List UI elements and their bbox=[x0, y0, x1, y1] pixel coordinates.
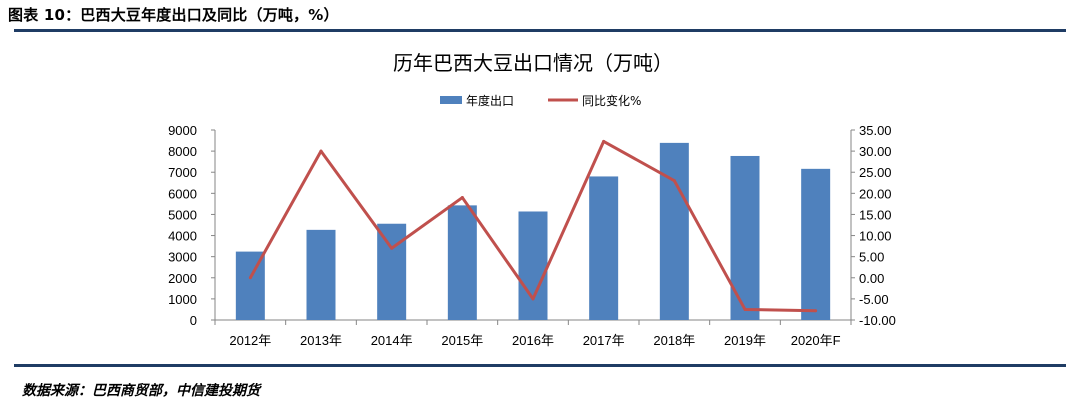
y-right-tick-label: -10.00 bbox=[859, 313, 896, 328]
y-right-tick-label: 0.00 bbox=[859, 271, 884, 286]
y-right-tick-label: 35.00 bbox=[859, 123, 892, 138]
yoy-point-2020年F bbox=[814, 309, 818, 313]
bar-series bbox=[235, 142, 831, 320]
x-tick-label: 2020年F bbox=[791, 333, 841, 348]
yoy-point-2015年 bbox=[460, 196, 464, 200]
yoy-point-2014年 bbox=[390, 246, 394, 250]
bar-2020年F bbox=[801, 168, 831, 320]
x-tick-label: 2015年 bbox=[441, 333, 483, 348]
bar-2018年 bbox=[659, 142, 689, 320]
yoy-point-2012年 bbox=[248, 276, 252, 280]
y-right-tick-label: 15.00 bbox=[859, 207, 892, 222]
legend-line-label: 同比变化% bbox=[582, 93, 641, 108]
x-tick-label: 2018年 bbox=[653, 333, 695, 348]
y-left-tick-label: 5000 bbox=[168, 207, 197, 222]
y-left-tick-label: 0 bbox=[190, 313, 197, 328]
line-series bbox=[248, 139, 818, 313]
y-right-tick-label: 20.00 bbox=[859, 186, 892, 201]
y-left-tick-label: 4000 bbox=[168, 229, 197, 244]
y-left-tick-label: 7000 bbox=[168, 165, 197, 180]
y-left-tick-label: 1000 bbox=[168, 292, 197, 307]
y-right-tick-label: 25.00 bbox=[859, 165, 892, 180]
y-left-tick-label: 9000 bbox=[168, 123, 197, 138]
bar-2014年 bbox=[377, 223, 407, 320]
bar-2013年 bbox=[306, 229, 336, 320]
y-right-tick-label: 5.00 bbox=[859, 250, 884, 265]
bottom-rule bbox=[14, 364, 1066, 367]
figure-title: 图表 10：巴西大豆年度出口及同比（万吨，%） bbox=[8, 6, 339, 24]
yoy-point-2018年 bbox=[672, 179, 676, 183]
y-right-tick-label: 10.00 bbox=[859, 229, 892, 244]
legend-bar-label: 年度出口 bbox=[466, 93, 514, 108]
legend-bar-swatch bbox=[440, 96, 462, 104]
yoy-point-2013年 bbox=[319, 149, 323, 153]
x-tick-label: 2013年 bbox=[300, 333, 342, 348]
x-tick-label: 2014年 bbox=[371, 333, 413, 348]
y-left-tick-label: 2000 bbox=[168, 271, 197, 286]
bar-2015年 bbox=[447, 205, 477, 320]
chart-title: 历年巴西大豆出口情况（万吨） bbox=[393, 51, 673, 75]
x-tick-label: 2016年 bbox=[512, 333, 554, 348]
bar-2017年 bbox=[589, 176, 619, 320]
x-tick-label: 2019年 bbox=[724, 333, 766, 348]
yoy-point-2019年 bbox=[743, 307, 747, 311]
x-tick-label: 2012年 bbox=[229, 333, 271, 348]
yoy-point-2016年 bbox=[531, 297, 535, 301]
top-rule bbox=[14, 29, 1066, 32]
axes: 9000 8000 7000 6000 5000 4000 3000 2000 1000 0 35.… bbox=[168, 123, 896, 348]
y-left-tick-label: 3000 bbox=[168, 250, 197, 265]
yoy-point-2017年 bbox=[602, 139, 606, 143]
y-left-tick-label: 8000 bbox=[168, 144, 197, 159]
y-right-tick-label: 30.00 bbox=[859, 144, 892, 159]
source-note: 数据来源：巴西商贸部，中信建投期货 bbox=[22, 383, 260, 399]
legend: 年度出口 同比变化% bbox=[440, 93, 641, 108]
bar-2016年 bbox=[518, 211, 548, 320]
x-tick-label: 2017年 bbox=[583, 333, 625, 348]
y-left-tick-label: 6000 bbox=[168, 186, 197, 201]
bar-2019年 bbox=[730, 155, 760, 320]
y-right-tick-label: -5.00 bbox=[859, 292, 889, 307]
